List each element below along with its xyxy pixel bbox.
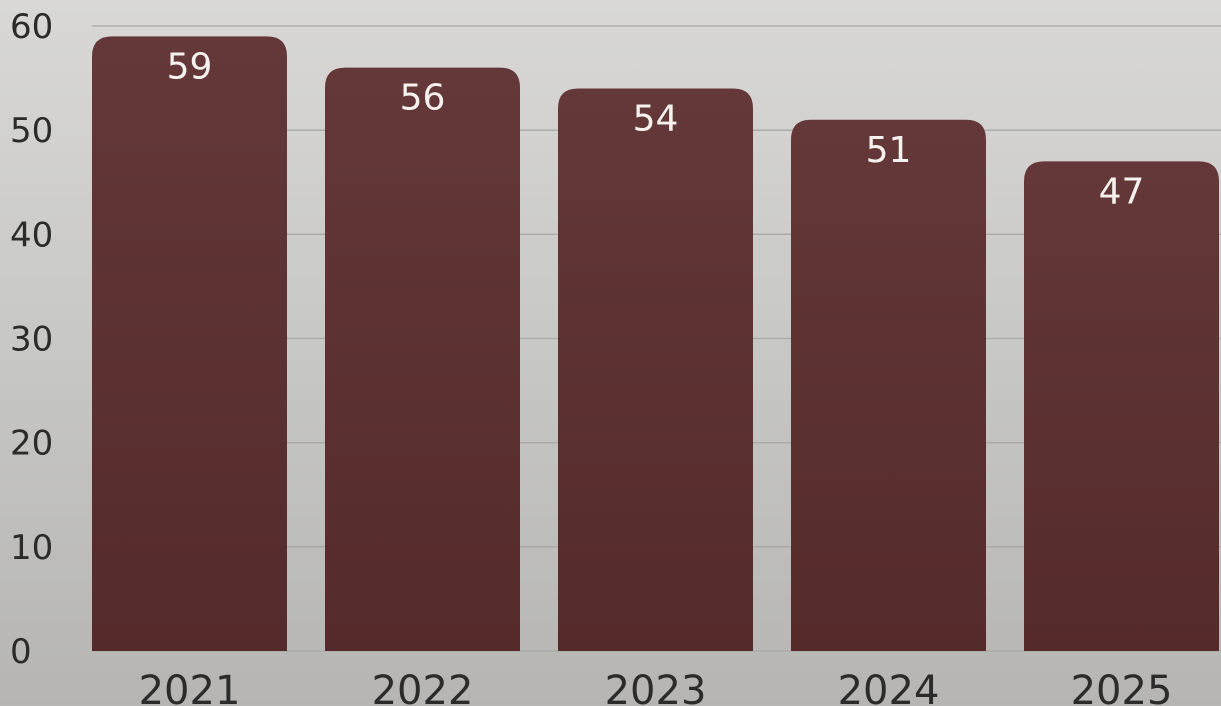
data-label: 51 (866, 130, 912, 171)
y-tick-label: 30 (10, 320, 53, 360)
data-label: 47 (1099, 171, 1145, 212)
data-label: 56 (400, 78, 446, 119)
y-tick-label: 10 (10, 528, 53, 568)
bar-2022 (325, 67, 520, 651)
y-tick-label: 0 (10, 632, 32, 672)
y-tick-label: 50 (10, 111, 53, 151)
y-tick-label: 60 (10, 7, 53, 47)
bar-2021 (92, 36, 287, 651)
y-tick-label: 40 (10, 215, 53, 255)
bar-2024 (791, 119, 986, 651)
data-label: 59 (167, 46, 213, 87)
bars (92, 36, 1219, 651)
x-tick-label: 2021 (139, 668, 241, 706)
value-labels: 59 56 54 51 47 (167, 46, 1145, 212)
x-tick-label: 2024 (838, 668, 940, 706)
x-tick-label: 2023 (605, 668, 707, 706)
y-tick-label: 20 (10, 424, 53, 464)
y-axis-ticks: 0 10 20 30 40 50 60 (10, 7, 53, 672)
bar-2025 (1024, 161, 1219, 651)
data-label: 54 (633, 99, 679, 140)
x-tick-label: 2022 (372, 668, 474, 706)
bar-2023 (558, 88, 753, 651)
x-tick-label: 2025 (1071, 668, 1173, 706)
x-axis-labels: 2021 2022 2023 2024 2025 (139, 668, 1173, 706)
